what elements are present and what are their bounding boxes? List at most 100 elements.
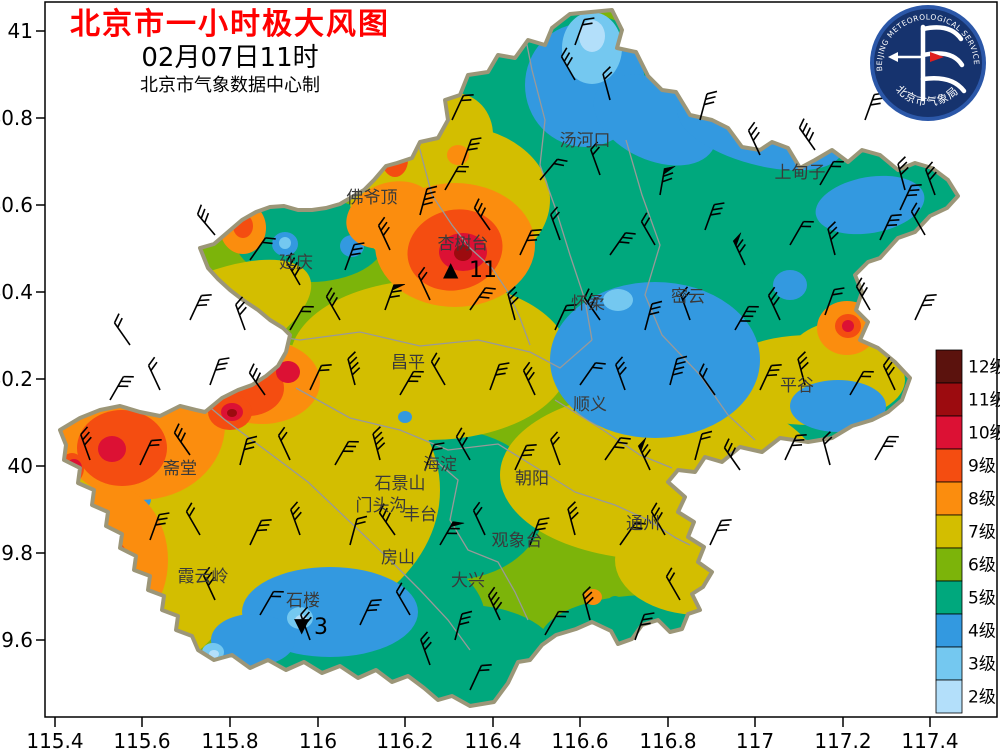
wind-barb-icon — [259, 590, 284, 616]
logo-windvane-icon — [888, 24, 967, 102]
legend-label: 6级 — [968, 556, 996, 576]
wind-barb-icon — [747, 121, 761, 156]
wind-level-region — [279, 237, 291, 249]
wind-level-region — [211, 614, 295, 666]
district-boundary-line — [574, 491, 691, 546]
wind-barb-icon — [604, 437, 631, 461]
district-boundary-line — [231, 329, 593, 369]
min-marker-icon: ▼ — [294, 613, 310, 637]
wind-barb-icon — [248, 363, 266, 396]
wind-level-region — [209, 650, 219, 658]
wind-barb-icon — [473, 198, 491, 231]
place-label: 房山 — [381, 548, 415, 568]
place-label: 通州 — [626, 514, 660, 534]
wind-barb-icon — [189, 294, 212, 321]
wind-barb-icon — [855, 277, 871, 311]
wind-barb-icon — [767, 286, 781, 321]
wind-barb-icon — [239, 435, 258, 466]
wind-barb-icon — [147, 356, 161, 391]
x-axis-tick-label: 116.2 — [376, 729, 433, 753]
wind-barb-icon — [522, 361, 536, 396]
wind-level-region — [276, 361, 300, 383]
wind-barb-icon — [910, 202, 926, 236]
wind-barb-icon — [579, 362, 606, 386]
wind-barb-icon — [372, 426, 386, 461]
wind-barb-icon — [669, 355, 688, 386]
wind-level-region — [98, 436, 126, 462]
legend-swatch — [935, 547, 963, 582]
wind-level-region — [550, 282, 760, 438]
legend-swatch — [935, 646, 963, 681]
wind-barb-icon — [451, 94, 474, 121]
wind-barb-icon — [665, 567, 681, 601]
place-label: 丰台 — [403, 505, 437, 525]
wind-barb-icon — [113, 313, 131, 346]
wind-level-legend: 12级 11级 10级 9级 8级 7级 6级 5级 4级 3级 2级 — [935, 349, 1000, 714]
wind-barb-icon — [849, 370, 874, 396]
wind-barb-icon — [827, 221, 839, 256]
legend-swatch — [935, 415, 963, 450]
wind-barb-icon — [539, 158, 568, 181]
legend-label: 7级 — [968, 523, 996, 543]
wind-barb-icon — [709, 519, 732, 546]
wind-barb-icon — [659, 165, 676, 196]
wind-barb-icon — [349, 515, 368, 546]
min-marker-value: 3 — [314, 615, 328, 640]
wind-barb-icon — [914, 294, 937, 321]
legend-swatch — [935, 481, 963, 516]
wind-barb-icon — [704, 202, 725, 231]
wind-barb-icon — [925, 161, 937, 196]
x-axis-tick-label: 116.8 — [639, 729, 696, 753]
place-label: 顺义 — [573, 395, 607, 415]
place-label: 昌平 — [391, 353, 425, 373]
wind-level-region — [454, 245, 472, 261]
wind-barb-icon — [519, 229, 542, 256]
x-axis-tick-label: 117 — [736, 729, 774, 753]
wind-barb-icon — [550, 206, 561, 241]
place-label: 石景山 — [375, 474, 426, 494]
wind-barb-icon — [209, 357, 230, 386]
wind-barb-icon — [824, 287, 845, 316]
wind-barb-icon — [417, 266, 431, 301]
x-axis-tick-label: 115.8 — [201, 729, 258, 753]
wind-barb-icon — [439, 521, 465, 546]
legend-swatch — [935, 679, 963, 714]
wind-barb-icon — [544, 610, 569, 636]
place-label: 门头沟 — [356, 496, 407, 516]
place-label: 观象台 — [492, 531, 543, 551]
wind-barb-icon — [469, 664, 492, 691]
wind-level-region — [608, 596, 622, 608]
wind-barb-icon — [289, 305, 314, 331]
wind-barb-icon — [149, 512, 170, 541]
wind-barb-icon — [290, 501, 302, 536]
wind-barb-icon — [650, 502, 666, 536]
map-credit: 北京市气象数据中心制 — [140, 75, 320, 96]
wind-barb-icon — [644, 300, 663, 331]
wind-barb-icon — [469, 287, 496, 311]
wind-barb-icon — [455, 427, 471, 461]
wind-barb-icon — [202, 566, 216, 601]
wind-barb-icon — [640, 212, 656, 246]
wind-barb-icon — [420, 631, 432, 666]
place-label: 朝阳 — [515, 469, 549, 489]
district-boundary-line — [554, 399, 673, 469]
wind-barb-icon — [430, 352, 446, 386]
x-axis-tick-label: 115.4 — [26, 729, 83, 753]
wind-barb-icon — [582, 586, 594, 621]
legend-swatch — [935, 448, 963, 483]
legend-label: 9级 — [968, 457, 996, 477]
place-label: 密云 — [671, 287, 705, 307]
place-label: 上甸子 — [775, 163, 826, 183]
legend-label: 11级 — [968, 391, 1000, 411]
place-label: 平谷 — [780, 376, 814, 396]
y-axis-tick-label: 41 — [8, 19, 33, 43]
wind-barb-icon — [590, 141, 601, 176]
wind-barb-icon — [185, 502, 201, 536]
wind-barb-icon — [637, 437, 651, 471]
wind-barb-icon — [874, 435, 899, 461]
wind-barb-icon — [723, 438, 741, 471]
wind-barb-icon — [694, 430, 713, 461]
